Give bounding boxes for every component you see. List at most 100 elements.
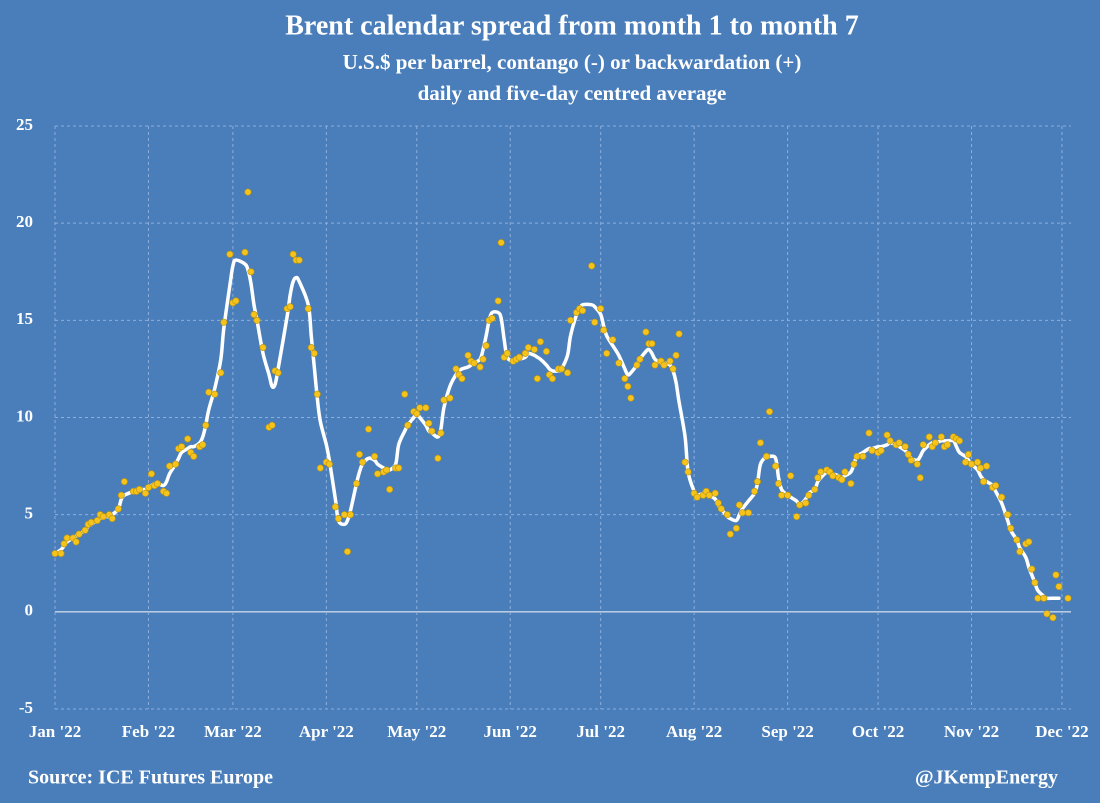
daily-point	[135, 485, 143, 493]
daily-point	[395, 464, 403, 472]
daily-point	[108, 515, 116, 523]
daily-point	[247, 268, 255, 276]
daily-point	[557, 365, 565, 373]
daily-point	[241, 248, 249, 256]
daily-point	[244, 188, 252, 196]
daily-point	[817, 468, 825, 476]
daily-point	[425, 419, 433, 427]
daily-point	[163, 489, 171, 497]
daily-point	[268, 421, 276, 429]
daily-point	[660, 361, 668, 369]
daily-point	[1064, 594, 1072, 602]
y-tick-label: -5	[19, 698, 33, 717]
daily-point	[964, 450, 972, 458]
daily-point	[75, 530, 83, 538]
daily-point	[859, 452, 867, 460]
daily-point	[672, 351, 680, 359]
daily-point	[343, 548, 351, 556]
credit-note: @JKempEnergy	[915, 767, 1058, 789]
daily-point	[865, 429, 873, 437]
daily-point	[711, 489, 719, 497]
daily-point	[178, 443, 186, 451]
daily-point	[895, 439, 903, 447]
daily-point	[220, 318, 228, 326]
daily-point	[684, 468, 692, 476]
daily-point	[87, 518, 95, 526]
daily-point	[633, 361, 641, 369]
daily-point	[114, 505, 122, 513]
daily-point	[642, 328, 650, 336]
daily-point	[446, 394, 454, 402]
daily-point	[1007, 524, 1015, 532]
daily-point	[313, 390, 321, 398]
daily-point	[925, 433, 933, 441]
daily-point	[1025, 538, 1033, 546]
daily-point	[325, 460, 333, 468]
daily-point	[732, 524, 740, 532]
daily-point	[621, 375, 629, 383]
daily-point	[651, 361, 659, 369]
daily-point	[738, 509, 746, 517]
y-tick-label: 10	[16, 406, 33, 425]
daily-point	[763, 452, 771, 460]
daily-point	[750, 487, 758, 495]
daily-point	[868, 447, 876, 455]
daily-point	[838, 476, 846, 484]
daily-point	[1040, 594, 1048, 602]
daily-point	[253, 316, 261, 324]
daily-point	[850, 460, 858, 468]
daily-point	[205, 388, 213, 396]
daily-point	[536, 338, 544, 346]
daily-point	[404, 421, 412, 429]
daily-point	[479, 355, 487, 363]
daily-point	[775, 480, 783, 488]
daily-point	[190, 452, 198, 460]
daily-point	[365, 425, 373, 433]
daily-point	[386, 485, 394, 493]
daily-point	[669, 365, 677, 373]
y-tick-label: 20	[16, 212, 33, 231]
daily-point	[998, 493, 1006, 501]
daily-point	[232, 297, 240, 305]
daily-point	[943, 441, 951, 449]
daily-point	[355, 450, 363, 458]
daily-point	[72, 538, 80, 546]
daily-point	[883, 431, 891, 439]
daily-point	[521, 349, 529, 357]
x-tick-label: Feb '22	[122, 722, 175, 741]
daily-point	[184, 435, 192, 443]
x-tick-label: May '22	[387, 722, 446, 741]
daily-point	[1016, 548, 1024, 556]
daily-point	[1004, 511, 1012, 519]
daily-point	[847, 480, 855, 488]
daily-point	[853, 452, 861, 460]
daily-point	[286, 303, 294, 311]
daily-point	[503, 349, 511, 357]
daily-point	[931, 439, 939, 447]
daily-point	[901, 443, 909, 451]
daily-point	[814, 474, 822, 482]
daily-point	[295, 256, 303, 264]
daily-point	[452, 365, 460, 373]
daily-point	[1049, 614, 1057, 622]
chart-subtitle: U.S.$ per barrel, contango (-) or backwa…	[343, 50, 802, 74]
daily-point	[1031, 579, 1039, 587]
y-tick-label: 25	[16, 115, 33, 134]
daily-point	[919, 441, 927, 449]
daily-point	[723, 511, 731, 519]
daily-point	[334, 515, 342, 523]
daily-point	[784, 491, 792, 499]
daily-point	[796, 501, 804, 509]
daily-point	[907, 456, 915, 464]
daily-point	[172, 460, 180, 468]
daily-point	[1013, 536, 1021, 544]
daily-point	[259, 344, 267, 352]
x-tick-label: Jan '22	[29, 722, 81, 741]
daily-point	[166, 462, 174, 470]
daily-point	[615, 359, 623, 367]
daily-point	[494, 297, 502, 305]
daily-point	[359, 458, 367, 466]
daily-point	[331, 503, 339, 511]
y-tick-label: 0	[25, 601, 34, 620]
